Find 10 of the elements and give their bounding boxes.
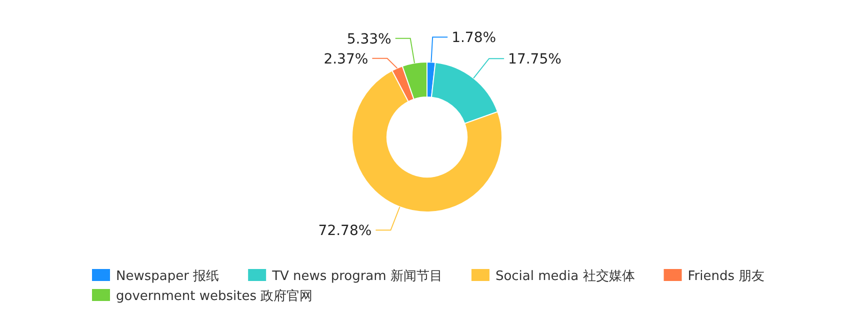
- legend-label: Friends 朋友: [688, 269, 765, 284]
- data-label: 2.37%: [324, 51, 368, 68]
- legend-label: Newspaper 报纸: [116, 269, 220, 284]
- legend-label: Social media 社交媒体: [495, 268, 635, 284]
- data-label: 17.75%: [508, 52, 562, 68]
- data-label: 1.78%: [452, 30, 496, 46]
- legend-label: government websites 政府官网: [116, 288, 313, 304]
- data-label: 72.78%: [318, 223, 372, 240]
- legend-label: TV news program 新闻节目: [271, 269, 442, 284]
- data-label: 5.33%: [346, 31, 392, 48]
